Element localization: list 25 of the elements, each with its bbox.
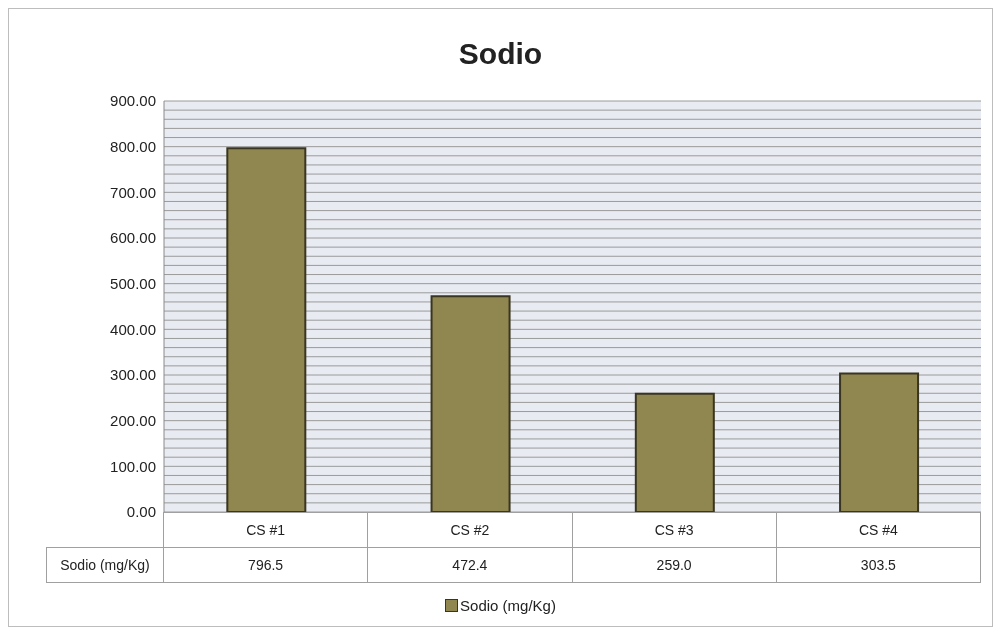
y-tick-label: 600.00 [110,229,156,247]
y-tick-label: 100.00 [110,457,156,475]
text: 796.5 [248,557,284,573]
text: 303.5 [860,557,896,573]
bar [226,147,307,512]
x-tick-label: CS #4 [858,522,898,538]
y-tick-label: 700.00 [110,183,156,201]
y-tick-label: 800.00 [110,137,156,155]
y-tick-label: 0.00 [126,503,156,521]
y-tick-label: 500.00 [110,274,156,292]
text: Sodio (mg/Kg) [60,557,150,573]
x-tick-label: CS #2 [450,522,490,538]
text: 259.0 [656,557,692,573]
text: 472.4 [452,557,488,573]
bar [430,295,511,512]
chart-title: Sodio [457,36,544,72]
legend-label: Sodio (mg/Kg) [460,597,556,614]
bar [634,392,715,512]
x-tick-label: CS #3 [654,522,694,538]
y-tick-label: 900.00 [110,92,156,110]
y-tick-label: 400.00 [110,320,156,338]
x-tick-label: CS #1 [246,522,286,538]
y-tick-label: 200.00 [110,411,156,429]
bar [839,372,920,512]
y-tick-label: 300.00 [110,366,156,384]
